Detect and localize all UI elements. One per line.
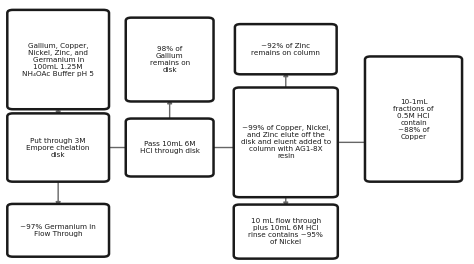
FancyBboxPatch shape [234, 205, 338, 259]
FancyBboxPatch shape [365, 56, 462, 182]
Text: Put through 3M
Empore chelation
disk: Put through 3M Empore chelation disk [27, 138, 90, 158]
Text: Gallium, Copper,
Nickel, Zinc, and
Germanium in
100mL 1.25M
NH₄OAc Buffer pH 5: Gallium, Copper, Nickel, Zinc, and Germa… [22, 43, 94, 77]
Text: Pass 10mL 6M
HCl through disk: Pass 10mL 6M HCl through disk [140, 141, 200, 154]
FancyBboxPatch shape [7, 113, 109, 182]
Text: ~99% of Copper, Nickel,
and Zinc elute off the
disk and eluent added to
column w: ~99% of Copper, Nickel, and Zinc elute o… [241, 125, 331, 159]
Text: 10 mL flow through
plus 10mL 6M HCl
rinse contains ~95%
of Nickel: 10 mL flow through plus 10mL 6M HCl rins… [248, 218, 323, 245]
FancyBboxPatch shape [7, 10, 109, 109]
FancyBboxPatch shape [126, 18, 214, 101]
Text: ~92% of Zinc
remains on column: ~92% of Zinc remains on column [251, 43, 320, 56]
FancyBboxPatch shape [7, 204, 109, 257]
FancyBboxPatch shape [234, 87, 338, 197]
Text: ~97% Germanium in
Flow Through: ~97% Germanium in Flow Through [20, 224, 96, 237]
Text: 10-1mL
fractions of
0.5M HCl
contain
~88% of
Copper: 10-1mL fractions of 0.5M HCl contain ~88… [393, 98, 434, 140]
Text: 98% of
Gallium
remains on
disk: 98% of Gallium remains on disk [150, 46, 190, 73]
FancyBboxPatch shape [126, 119, 214, 177]
FancyBboxPatch shape [235, 24, 337, 74]
